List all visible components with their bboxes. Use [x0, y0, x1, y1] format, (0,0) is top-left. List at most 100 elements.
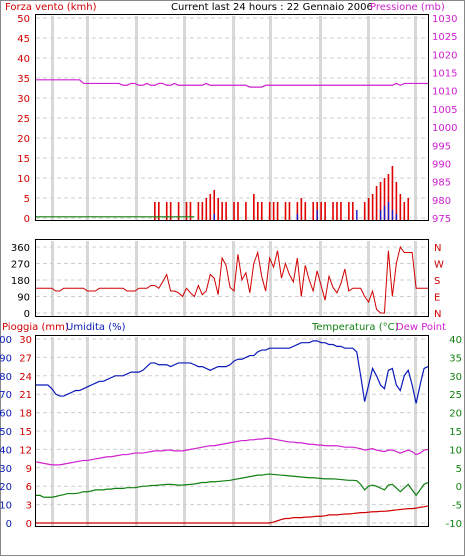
- pressure-line: [36, 79, 428, 88]
- humidity-tick-label: 15: [19, 427, 32, 438]
- wind-bar: [276, 202, 279, 220]
- temperature-line: [36, 473, 429, 498]
- wind-bar: [407, 198, 410, 220]
- wind-bar: [363, 202, 366, 220]
- temperature-tick-label: 5: [456, 464, 462, 475]
- wind-bar: [253, 194, 255, 220]
- wind-bar: [245, 202, 247, 220]
- pressure-tick-label: 1010: [432, 87, 457, 98]
- wind-tick-label: 45: [17, 34, 30, 45]
- pressure-tick-label: 1005: [432, 105, 457, 116]
- wind-bar: [379, 182, 382, 220]
- compass-label: N: [434, 309, 441, 320]
- time-band: [135, 241, 138, 316]
- wind-bar: [367, 198, 370, 220]
- humidity-tick-label: 30: [19, 335, 32, 346]
- wind-bar: [391, 166, 394, 220]
- time-band: [269, 241, 272, 316]
- humidity-tick-label: 9: [26, 464, 32, 475]
- chart-layers: 0510152025303540455097598098599099510001…: [0, 14, 462, 530]
- compass-label: N: [434, 243, 441, 254]
- time-band: [86, 241, 89, 316]
- temperature-tick-label: -5: [452, 501, 462, 512]
- wind-bar: [233, 202, 235, 220]
- humidity-tick-label: 6: [26, 482, 32, 493]
- wind-tick-label: 15: [17, 154, 30, 165]
- gust-bar: [379, 210, 382, 220]
- time-band: [51, 241, 54, 316]
- time-band: [183, 241, 186, 316]
- temperature-tick-label: 0: [456, 482, 462, 493]
- gust-bar: [391, 210, 394, 220]
- wind-tick-label: 10: [17, 174, 30, 185]
- wind-bar: [169, 202, 172, 220]
- wind-tick-label: 40: [17, 54, 30, 65]
- gust-bar: [387, 202, 390, 220]
- pressure-tick-label: 1015: [432, 69, 457, 80]
- rain-tick-label: 20: [0, 482, 12, 493]
- wind-tick-label: 30: [17, 94, 30, 105]
- pressure-tick-label: 1030: [432, 14, 457, 25]
- wind-bar: [340, 202, 342, 220]
- humidity-tick-label: 3: [26, 501, 32, 512]
- compass-label: S: [434, 276, 440, 287]
- wind-bar: [268, 202, 271, 220]
- dewpoint-line: [35, 437, 429, 466]
- pressure-tick-label: 975: [432, 214, 451, 225]
- humidity-tick-label: 0: [26, 519, 32, 530]
- humidity-tick-label: 18: [19, 409, 32, 420]
- wind-tick-label: 0: [24, 214, 30, 225]
- gust-bar: [213, 214, 215, 220]
- wind-bar: [336, 202, 338, 220]
- pressure-tick-label: 1025: [432, 32, 457, 43]
- temperature-tick-label: 25: [449, 390, 462, 401]
- wind-bar: [197, 202, 200, 220]
- wind-bar: [304, 202, 307, 220]
- wind-bar: [352, 202, 354, 220]
- wind-bar: [300, 198, 303, 220]
- wind-bar: [221, 202, 223, 220]
- time-band: [232, 241, 235, 316]
- compass-label: E: [434, 293, 440, 304]
- wind-bar: [320, 202, 322, 220]
- wind-bar: [177, 202, 180, 220]
- pressure-tick-label: 1020: [432, 50, 457, 61]
- temperature-tick-label: -10: [446, 519, 462, 530]
- pressure-tick-label: 995: [432, 141, 451, 152]
- wind-bar: [185, 202, 188, 220]
- wind-tick-label: 5: [24, 194, 30, 205]
- wind-bar: [154, 202, 156, 220]
- pressure-tick-label: 980: [432, 196, 451, 207]
- wind-tick-label: 35: [17, 74, 30, 85]
- pressure-tick-label: 1000: [432, 123, 457, 134]
- rain-tick-label: 100: [0, 335, 12, 346]
- direction-tick-label: 270: [11, 260, 30, 271]
- temperature-tick-label: 40: [449, 335, 462, 346]
- direction-tick-label: 180: [11, 276, 30, 287]
- wind-bar: [213, 190, 216, 220]
- wind-axis-title: Forza vento (kmh): [5, 2, 97, 13]
- wind-bar: [324, 202, 326, 220]
- rain-tick-label: 40: [0, 445, 12, 456]
- time-band: [319, 337, 322, 526]
- rain-tick-label: 0: [6, 519, 12, 530]
- wind-bar: [403, 202, 406, 220]
- gust-bar: [356, 210, 358, 220]
- wind-bar: [165, 202, 168, 220]
- time-band: [319, 241, 322, 316]
- wind-bar: [205, 198, 208, 220]
- gust-bar: [383, 206, 386, 220]
- rain-tick-label: 30: [0, 464, 12, 475]
- humidity-line: [36, 340, 429, 404]
- wind-tick-label: 50: [17, 14, 30, 25]
- wind-bar: [399, 194, 402, 220]
- rain-tick-label: 90: [0, 353, 12, 364]
- wind-bar: [348, 202, 350, 220]
- temperature-tick-label: 30: [449, 372, 462, 383]
- temperature-tick-label: 15: [449, 427, 462, 438]
- pressure-axis-title: Pressione (mb): [370, 2, 445, 13]
- humidity-axis-title: Umidita (%): [66, 322, 126, 333]
- wind-bar: [201, 202, 204, 220]
- humidity-tick-label: 12: [19, 445, 32, 456]
